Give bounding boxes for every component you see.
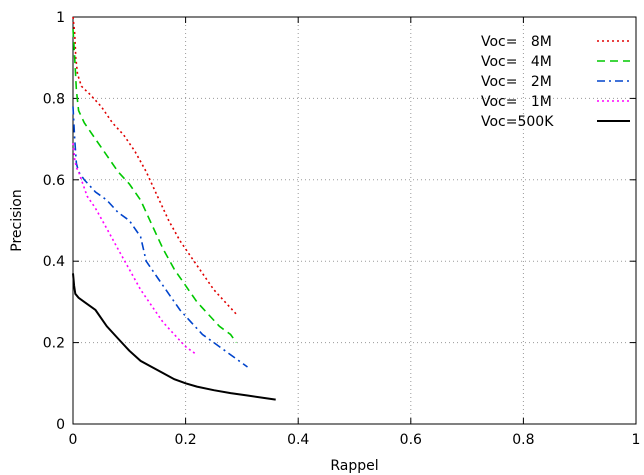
legend: Voc= 8M Voc= 4M Voc= 2M Voc= 1M Voc=500K [481,34,630,130]
x-tick-label: 0.8 [512,432,534,448]
y-tick-label: 0.2 [43,336,65,352]
series-line-4 [72,143,198,356]
x-tick-label: 1 [632,432,641,448]
y-tick-label: 0.6 [43,173,65,189]
y-tick-label: 0 [56,417,65,433]
series-group [72,16,276,401]
legend-label: Voc=500K [481,114,554,130]
x-tick-label: 0.4 [287,432,309,448]
x-tick-label: 0.6 [400,432,422,448]
series-line-5 [72,273,276,401]
legend-label: Voc= 4M [481,54,552,70]
plot-frame [72,16,637,425]
y-tick-label: 0.4 [43,254,65,270]
series-line-2 [72,29,237,344]
legend-label: Voc= 1M [481,94,552,110]
x-tick-label: 0.2 [174,432,196,448]
series-line-1 [72,16,237,315]
y-tick-label: 0.8 [43,91,65,107]
axis-ticks: 0 0.2 0.4 0.6 0.8 1 0 0.2 0.4 0.6 0.8 1 [43,10,641,448]
legend-label: Voc= 2M [481,74,552,90]
y-axis-label: Precision [9,189,25,251]
y-tick-label: 1 [56,10,65,26]
x-axis-label: Rappel [330,458,378,474]
legend-label: Voc= 8M [481,34,552,50]
x-tick-label: 0 [69,432,78,448]
